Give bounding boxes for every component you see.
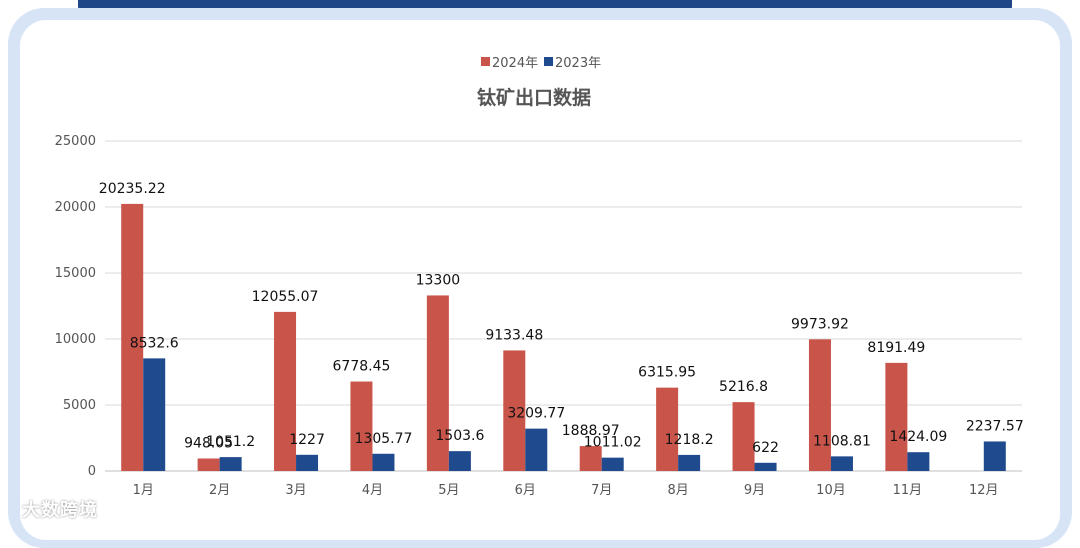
bar-1-1 <box>219 457 242 471</box>
data-label-0-8: 5216.8 <box>719 379 768 395</box>
bar-0-4 <box>426 295 449 471</box>
x-tick-label-0: 1月 <box>133 483 154 498</box>
bar-0-10 <box>885 362 908 471</box>
data-label-1-2: 1227 <box>289 432 325 448</box>
data-label-1-6: 1011.02 <box>584 435 642 451</box>
x-tick-label-4: 5月 <box>438 483 459 498</box>
bar-1-7 <box>678 454 701 471</box>
legend-swatch-0 <box>481 57 490 66</box>
data-label-1-9: 1108.81 <box>813 433 871 449</box>
bar-0-0 <box>121 203 144 472</box>
data-label-1-11: 2237.57 <box>966 418 1024 434</box>
data-label-0-7: 6315.95 <box>638 365 696 381</box>
x-tick-label-8: 9月 <box>744 483 765 498</box>
y-tick-label-0: 0 <box>88 464 96 479</box>
y-tick-label-1: 5000 <box>63 398 96 413</box>
x-tick-label-5: 6月 <box>515 483 536 498</box>
legend-label-0: 2024年 <box>492 56 538 71</box>
chart-legend: 2024年 2023年 <box>481 56 601 71</box>
data-label-0-4: 13300 <box>416 272 461 288</box>
bar-chart: 2024年 2023年 钛矿出口数据 0 5000 10000 15000 20000 25… <box>55 56 1024 498</box>
data-label-0-5: 9133.48 <box>485 327 543 343</box>
bar-1-8 <box>754 462 777 471</box>
data-label-0-2: 12055.07 <box>252 289 319 305</box>
x-tick-label-1: 2月 <box>209 483 230 498</box>
data-label-0-6: 1888.97 <box>562 423 620 439</box>
data-label-0-3: 6778.45 <box>333 359 391 375</box>
data-label-1-10: 1424.09 <box>889 429 947 445</box>
x-tick-label-3: 4月 <box>362 483 383 498</box>
y-tick-label-2: 10000 <box>55 332 96 347</box>
y-tick-label-5: 25000 <box>55 134 96 149</box>
y-tick-label-4: 20000 <box>55 200 96 215</box>
bars <box>121 203 1006 472</box>
bar-0-5 <box>503 350 526 471</box>
x-tick-label-9: 10月 <box>816 483 846 498</box>
bar-1-0 <box>143 358 166 471</box>
data-label-1-4: 1503.6 <box>435 428 484 444</box>
bar-1-11 <box>983 441 1006 471</box>
bar-1-5 <box>525 428 548 471</box>
grid-lines <box>105 140 1022 472</box>
data-label-0-9: 9973.92 <box>791 316 849 332</box>
x-axis: 1月 2月 3月 4月 5月 6月 7月 8月 9月 10月 11月 12月 <box>133 483 999 498</box>
bar-1-6 <box>601 457 624 471</box>
bar-1-3 <box>372 453 395 471</box>
y-tick-label-3: 15000 <box>55 266 96 281</box>
data-label-1-0: 8532.6 <box>130 335 179 351</box>
y-axis: 0 5000 10000 15000 20000 25000 <box>55 134 96 479</box>
x-tick-label-11: 12月 <box>969 483 999 498</box>
bar-0-6 <box>579 446 602 471</box>
watermark: 大数跨境 <box>22 500 98 521</box>
data-label-1-3: 1305.77 <box>355 431 413 447</box>
bar-1-2 <box>296 454 319 471</box>
data-label-1-8: 622 <box>752 440 779 456</box>
bar-0-2 <box>274 311 297 471</box>
x-tick-label-10: 11月 <box>893 483 923 498</box>
data-label-0-1: 948.05 <box>184 435 233 451</box>
bar-0-9 <box>808 339 831 471</box>
chart-title: 钛矿出口数据 <box>477 86 591 109</box>
x-tick-label-6: 7月 <box>591 483 612 498</box>
bar-0-8 <box>732 402 755 471</box>
data-label-1-1: 1051.2 <box>206 434 255 450</box>
bar-1-4 <box>448 451 471 471</box>
legend-swatch-1 <box>544 57 553 66</box>
x-tick-label-7: 8月 <box>667 483 688 498</box>
data-label-1-7: 1218.2 <box>665 432 714 448</box>
bar-0-3 <box>350 381 373 471</box>
bar-0-7 <box>656 387 679 471</box>
data-label-0-0: 20235.22 <box>99 181 166 197</box>
bar-0-1 <box>197 458 220 471</box>
legend-label-1: 2023年 <box>555 56 601 71</box>
data-label-0-10: 8191.49 <box>867 340 925 356</box>
bar-1-9 <box>830 456 853 471</box>
bar-1-10 <box>907 452 930 471</box>
data-label-1-5: 3209.77 <box>507 406 565 422</box>
x-tick-label-2: 3月 <box>285 483 306 498</box>
